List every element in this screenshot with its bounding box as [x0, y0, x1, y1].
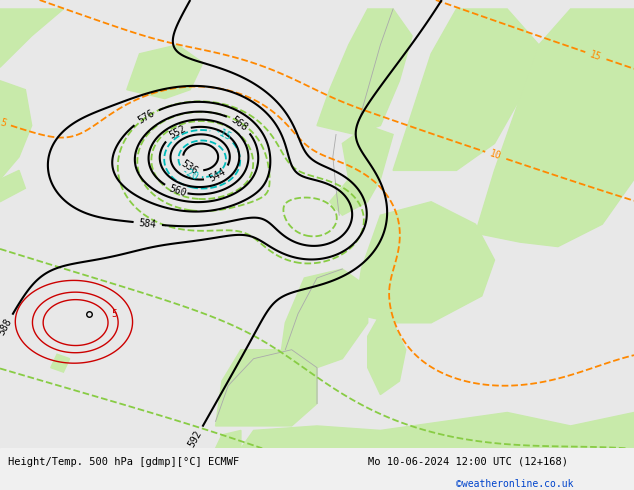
Polygon shape: [127, 45, 203, 98]
Text: 568: 568: [230, 114, 249, 133]
Polygon shape: [355, 202, 495, 323]
Polygon shape: [279, 269, 368, 368]
Text: -20: -20: [179, 166, 200, 183]
Polygon shape: [51, 354, 70, 372]
Text: 552: 552: [167, 124, 188, 141]
Polygon shape: [0, 81, 32, 179]
Text: Height/Temp. 500 hPa [gdmp][°C] ECMWF: Height/Temp. 500 hPa [gdmp][°C] ECMWF: [8, 457, 239, 466]
Text: 560: 560: [168, 183, 188, 198]
Text: 10: 10: [489, 149, 503, 162]
Text: 576: 576: [136, 108, 156, 126]
Polygon shape: [317, 9, 412, 135]
Text: 15: 15: [589, 49, 603, 62]
Text: 5: 5: [111, 309, 117, 319]
Polygon shape: [330, 125, 393, 215]
Polygon shape: [393, 9, 539, 171]
Text: 544: 544: [207, 167, 228, 184]
Text: 584: 584: [138, 218, 157, 229]
Polygon shape: [0, 9, 63, 67]
Text: 536: 536: [179, 158, 200, 176]
Polygon shape: [0, 171, 25, 202]
Text: -15: -15: [212, 126, 233, 143]
Text: 5: 5: [0, 117, 8, 129]
Polygon shape: [216, 350, 317, 426]
Polygon shape: [216, 430, 241, 448]
Polygon shape: [368, 314, 406, 394]
Text: 588: 588: [0, 317, 14, 337]
Polygon shape: [476, 9, 634, 246]
Text: ©weatheronline.co.uk: ©weatheronline.co.uk: [456, 479, 574, 489]
Polygon shape: [241, 413, 634, 448]
Text: 592: 592: [187, 429, 204, 449]
Text: Mo 10-06-2024 12:00 UTC (12+168): Mo 10-06-2024 12:00 UTC (12+168): [368, 457, 567, 466]
